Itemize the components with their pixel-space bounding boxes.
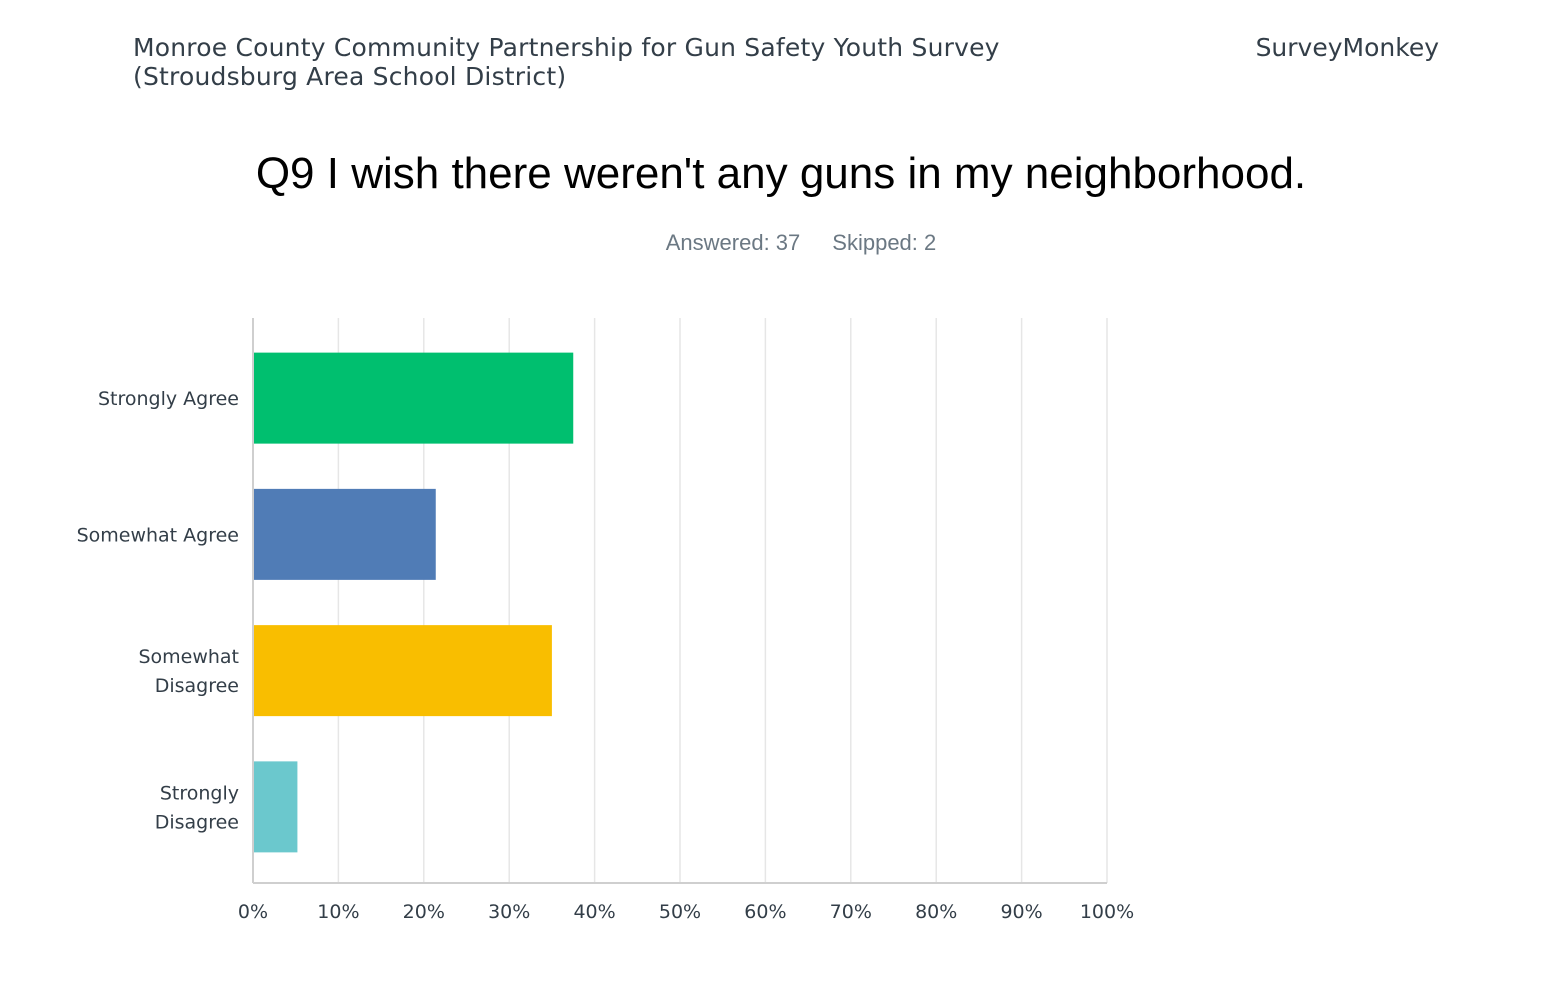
x-tick-label: 0% xyxy=(238,901,268,923)
bars xyxy=(253,352,574,853)
answered-count: Answered: 37 xyxy=(665,230,801,255)
x-tick-label: 60% xyxy=(744,901,786,923)
x-tick-label: 40% xyxy=(573,901,615,923)
x-tick-labels: 0% 10% 20% 30% 40% 50% 60% 70% 80% 90% 100% xyxy=(238,901,1134,923)
x-tick-label: 70% xyxy=(830,901,872,923)
category-label: Somewhat Agree xyxy=(77,524,239,546)
bar xyxy=(253,352,574,444)
x-tick-label: 20% xyxy=(403,901,445,923)
axes xyxy=(252,318,1107,884)
bar xyxy=(253,488,436,580)
survey-title: Monroe County Community Partnership for … xyxy=(133,33,1000,91)
skipped-count: Skipped: 2 xyxy=(832,230,937,255)
x-tick-label: 100% xyxy=(1080,901,1134,923)
category-label: Strongly Agree xyxy=(98,388,239,410)
category-label: Somewhat Disagree xyxy=(138,646,239,697)
bar xyxy=(253,625,552,717)
x-tick-label: 50% xyxy=(659,901,701,923)
x-tick-label: 80% xyxy=(915,901,957,923)
question-title: Q9 I wish there weren't any guns in my n… xyxy=(255,149,1307,198)
x-tick-label: 30% xyxy=(488,901,530,923)
brand-name: SurveyMonkey xyxy=(1255,33,1439,62)
x-tick-label: 10% xyxy=(317,901,359,923)
bar xyxy=(253,761,298,853)
x-tick-label: 90% xyxy=(1000,901,1042,923)
category-labels: Strongly Agree Somewhat Agree Somewhat Disa… xyxy=(77,388,239,833)
response-stats: Answered: 37 Skipped: 2 xyxy=(0,229,1562,257)
category-label: Strongly Disagree xyxy=(155,782,239,833)
